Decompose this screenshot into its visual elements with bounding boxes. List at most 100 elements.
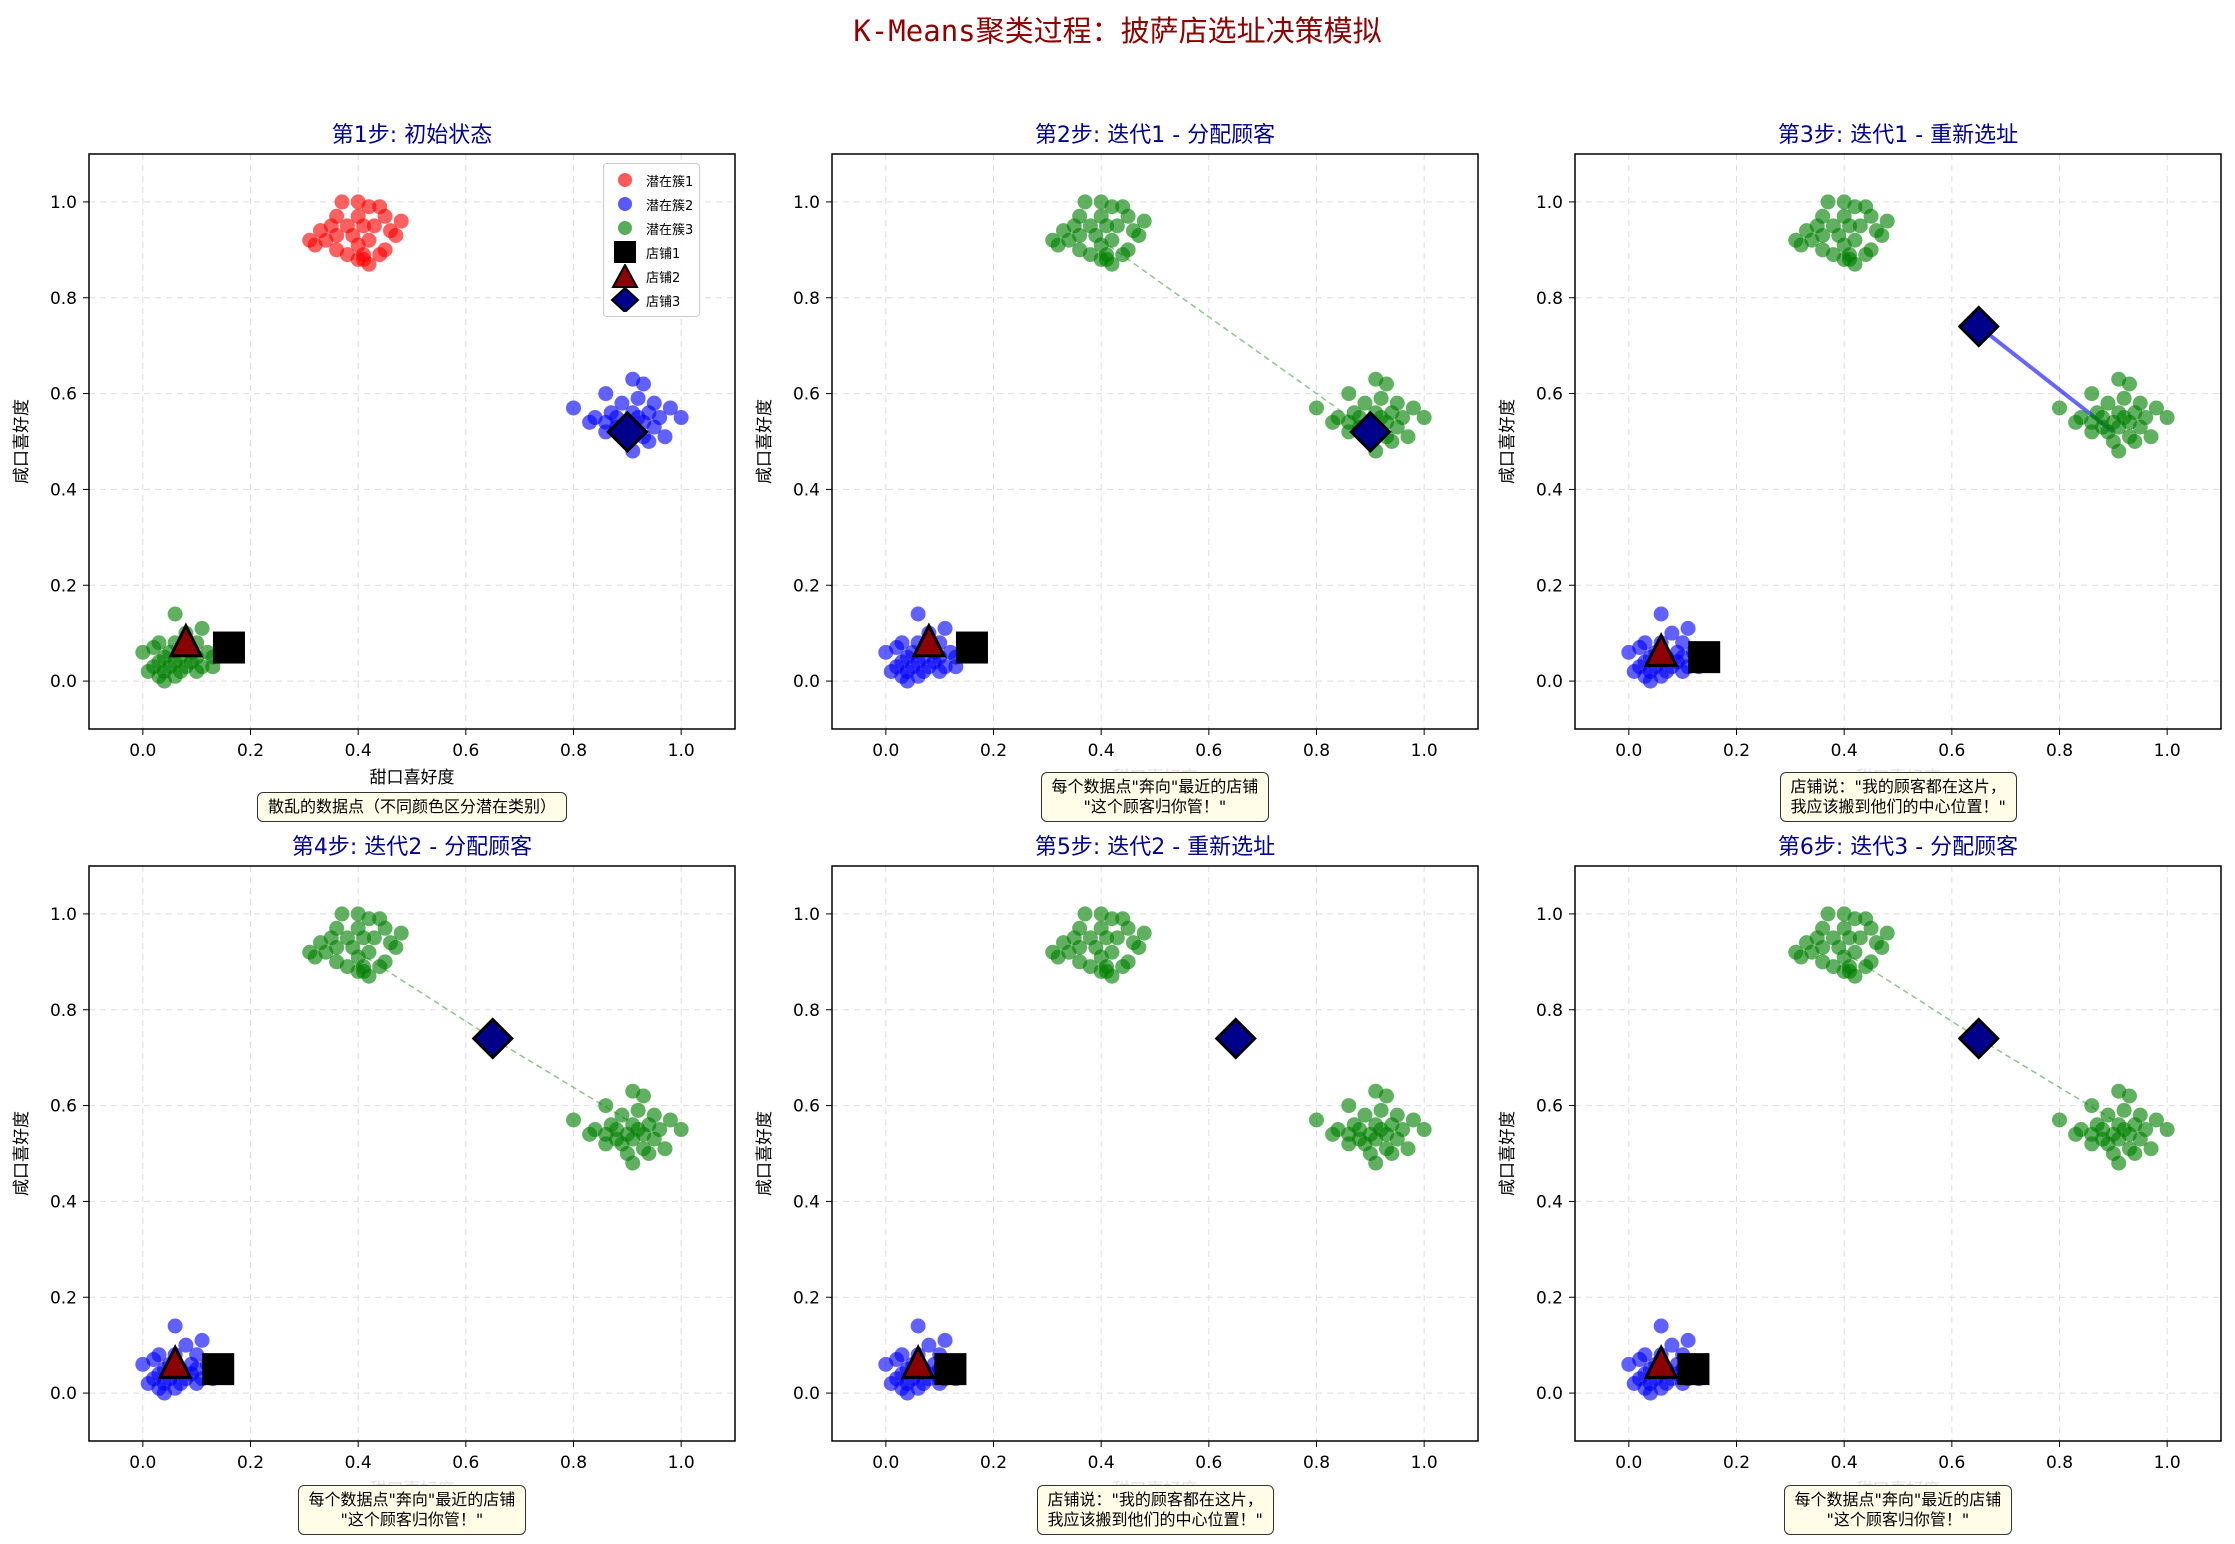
data-point xyxy=(2143,429,2159,445)
data-point xyxy=(393,213,409,229)
legend-label: 店铺3 xyxy=(646,294,681,310)
y-tick-label: 1.0 xyxy=(793,905,820,925)
data-point xyxy=(2159,1122,2175,1138)
data-point xyxy=(2132,1131,2148,1147)
store3-marker xyxy=(606,410,649,454)
data-point xyxy=(1368,1155,1384,1171)
y-tick-label: 0.0 xyxy=(50,672,77,692)
x-tick-label: 1.0 xyxy=(2154,1453,2181,1473)
data-point xyxy=(194,620,210,636)
panel-title: 第6步: 迭代3 - 分配顾客 xyxy=(1778,835,2018,860)
data-point xyxy=(156,673,172,689)
y-tick-label: 0.4 xyxy=(50,1192,77,1212)
data-point xyxy=(566,400,581,416)
x-tick-label: 0.8 xyxy=(1303,1453,1330,1473)
data-point xyxy=(1879,213,1895,229)
legend-label: 潜在簇2 xyxy=(646,198,694,214)
data-point xyxy=(146,1352,162,1368)
data-point xyxy=(167,606,183,622)
data-point xyxy=(388,227,404,243)
store3-marker xyxy=(1957,1017,2000,1060)
assignment-line xyxy=(1100,239,1371,433)
data-point xyxy=(646,1131,662,1147)
store1-marker xyxy=(934,1353,967,1386)
data-point xyxy=(1793,237,1809,253)
data-point xyxy=(1309,1112,1324,1128)
x-tick-label: 1.0 xyxy=(1411,741,1438,761)
data-point xyxy=(1099,963,1115,979)
data-point xyxy=(598,386,614,402)
data-point xyxy=(361,911,377,927)
y-tick-label: 0.8 xyxy=(50,1001,77,1021)
data-point xyxy=(1632,640,1648,656)
data-point xyxy=(657,1141,673,1157)
data-point xyxy=(1416,1122,1432,1138)
data-point xyxy=(1109,218,1125,234)
data-point xyxy=(1099,218,1115,234)
x-tick-label: 0.0 xyxy=(1615,1453,1642,1473)
store3-marker xyxy=(1957,305,2000,348)
data-point xyxy=(598,1098,614,1114)
y-tick-label: 0.6 xyxy=(793,385,820,405)
x-tick-label: 0.0 xyxy=(129,1453,156,1473)
x-tick-label: 0.8 xyxy=(560,741,587,761)
data-point xyxy=(2148,1112,2164,1128)
data-point xyxy=(1325,1126,1341,1142)
x-tick-label: 0.0 xyxy=(1615,741,1642,761)
legend-entry-store1: 店铺1 xyxy=(610,240,693,264)
panel-1: 0.0 0.2 0.4 0.6 0.8 1.0 0.0 0.2 0.4 0.6 0.8 1.0 第1步:… xyxy=(12,123,736,788)
y-tick-label: 0.8 xyxy=(793,289,820,309)
data-point xyxy=(1077,906,1093,922)
x-tick-label: 1.0 xyxy=(1411,1453,1438,1473)
data-point xyxy=(1357,1107,1373,1123)
panel-caption: 店铺说："我的顾客都在这片， 我应该搬到他们的中心位置！" xyxy=(1779,772,2017,822)
x-tick-label: 0.6 xyxy=(452,1453,479,1473)
data-point xyxy=(1664,1337,1680,1353)
data-point xyxy=(334,194,350,210)
y-tick-label: 0.2 xyxy=(793,576,820,596)
panel-caption: 散乱的数据点（不同颜色区分潜在类别） xyxy=(257,792,568,822)
y-tick-label: 0.4 xyxy=(793,1192,820,1212)
data-point xyxy=(2084,1098,2100,1114)
data-point xyxy=(1400,429,1416,445)
x-tick-label: 0.8 xyxy=(1303,741,1330,761)
data-point xyxy=(393,925,409,941)
data-point xyxy=(1050,237,1066,253)
data-point xyxy=(635,1088,651,1104)
x-tick-label: 0.0 xyxy=(872,741,899,761)
store2-marker xyxy=(168,622,204,658)
data-point xyxy=(372,959,388,975)
y-tick-label: 0.0 xyxy=(793,1384,820,1404)
y-tick-label: 1.0 xyxy=(50,905,77,925)
assignment-line xyxy=(492,1037,628,1121)
data-point xyxy=(889,640,905,656)
data-point xyxy=(1653,1318,1669,1334)
panel-title: 第2步: 迭代1 - 分配顾客 xyxy=(1035,123,1275,148)
panel-2: 0.0 0.2 0.4 0.6 0.8 1.0 0.0 0.2 0.4 0.6 0.8 1.0 第2步:… xyxy=(755,123,1479,788)
data-point xyxy=(1642,1385,1658,1401)
data-point xyxy=(194,1332,210,1348)
data-point xyxy=(356,218,372,234)
data-point xyxy=(1309,400,1324,416)
x-tick-label: 0.2 xyxy=(1723,741,1750,761)
data-point xyxy=(1325,414,1341,430)
data-point xyxy=(899,1385,915,1401)
y-axis-label: 咸口喜好度 xyxy=(12,399,32,484)
x-tick-label: 0.6 xyxy=(452,741,479,761)
data-point xyxy=(1378,1088,1394,1104)
data-point xyxy=(1373,390,1389,406)
data-point xyxy=(646,419,662,435)
store1-marker xyxy=(955,631,988,664)
data-point xyxy=(2111,443,2127,459)
data-point xyxy=(673,410,689,426)
axes-frame xyxy=(88,153,736,730)
data-point xyxy=(307,237,323,253)
data-point xyxy=(1373,1102,1389,1118)
data-point xyxy=(673,1122,689,1138)
store2-marker xyxy=(900,1343,936,1379)
data-point xyxy=(1664,625,1680,641)
x-tick-label: 0.0 xyxy=(872,1453,899,1473)
store1-marker xyxy=(212,631,245,664)
data-point xyxy=(630,1102,646,1118)
data-point xyxy=(146,640,162,656)
